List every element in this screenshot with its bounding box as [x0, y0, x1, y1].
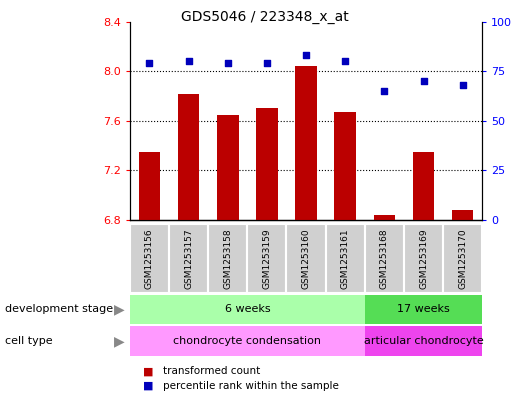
Point	[145, 60, 154, 66]
Bar	[452, 210, 473, 220]
Text: cell type: cell type	[5, 336, 53, 346]
Bar	[295, 66, 317, 220]
Text: transformed count: transformed count	[163, 366, 260, 376]
Point	[302, 52, 311, 59]
Bar	[374, 215, 395, 220]
Bar	[443, 224, 482, 293]
Text: GSM1253160: GSM1253160	[302, 228, 311, 289]
Point	[458, 82, 467, 88]
Bar	[130, 295, 365, 324]
Bar	[130, 224, 169, 293]
Text: ■: ■	[143, 366, 154, 376]
Text: percentile rank within the sample: percentile rank within the sample	[163, 381, 339, 391]
Text: articular chondrocyte: articular chondrocyte	[364, 336, 483, 346]
Text: development stage: development stage	[5, 305, 113, 314]
Bar	[365, 224, 404, 293]
Point	[419, 78, 428, 84]
Bar	[404, 224, 443, 293]
Bar	[248, 224, 287, 293]
Point	[341, 58, 349, 64]
Bar	[256, 108, 278, 220]
Bar	[287, 224, 325, 293]
Bar	[365, 295, 482, 324]
Text: 17 weeks: 17 weeks	[397, 305, 450, 314]
Text: GSM1253159: GSM1253159	[262, 228, 271, 289]
Bar	[413, 152, 434, 220]
Text: GSM1253157: GSM1253157	[184, 228, 193, 289]
Text: ■: ■	[143, 381, 154, 391]
Text: GDS5046 / 223348_x_at: GDS5046 / 223348_x_at	[181, 10, 349, 24]
Text: GSM1253158: GSM1253158	[223, 228, 232, 289]
Text: GSM1253156: GSM1253156	[145, 228, 154, 289]
Bar	[334, 112, 356, 220]
Bar	[130, 326, 365, 356]
Bar	[208, 224, 248, 293]
Text: GSM1253168: GSM1253168	[380, 228, 389, 289]
Text: 6 weeks: 6 weeks	[225, 305, 270, 314]
Text: GSM1253161: GSM1253161	[341, 228, 350, 289]
Bar	[325, 224, 365, 293]
Text: ▶: ▶	[114, 334, 125, 348]
Text: GSM1253169: GSM1253169	[419, 228, 428, 289]
Text: ▶: ▶	[114, 303, 125, 316]
Bar	[217, 115, 238, 220]
Bar	[178, 94, 199, 220]
Bar	[169, 224, 208, 293]
Text: chondrocyte condensation: chondrocyte condensation	[173, 336, 321, 346]
Bar	[365, 326, 482, 356]
Bar	[139, 152, 160, 220]
Point	[184, 58, 193, 64]
Point	[263, 60, 271, 66]
Text: GSM1253170: GSM1253170	[458, 228, 467, 289]
Point	[380, 88, 388, 94]
Point	[224, 60, 232, 66]
